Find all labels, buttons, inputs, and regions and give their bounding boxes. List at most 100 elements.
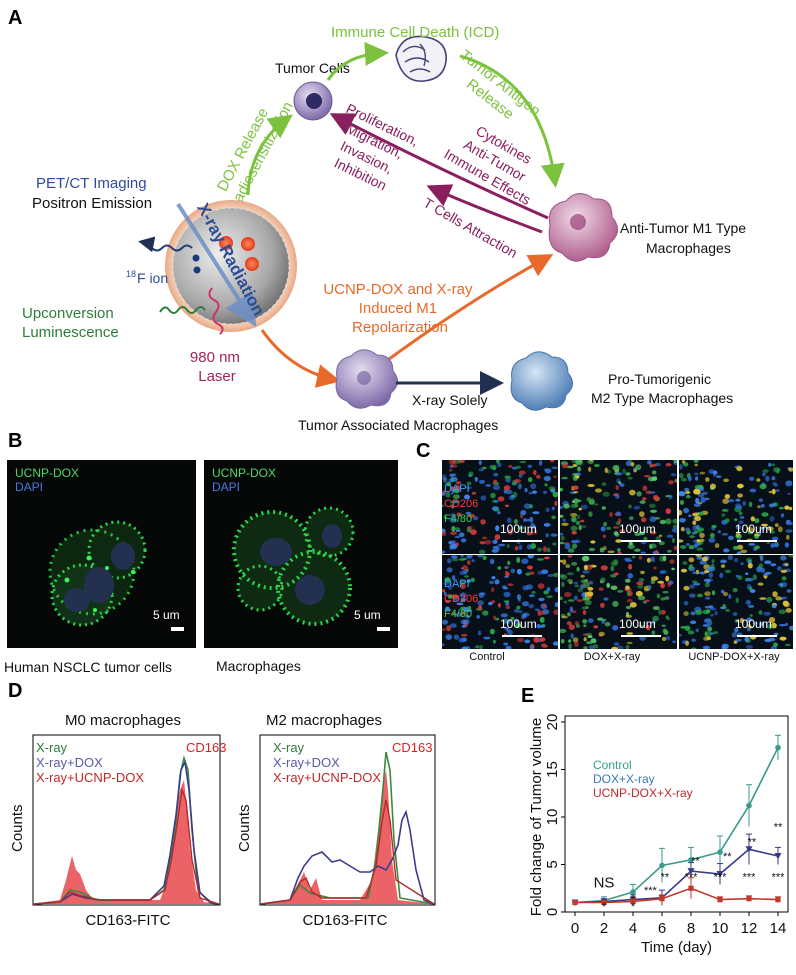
c-stain-label-dapi: DAPI [444,483,470,495]
arrow-icd-to-m1 [459,54,565,188]
significance-mark: * [602,901,607,913]
y-tick-label: 5 [544,860,561,868]
c-tile-cells [442,460,558,554]
c-tile-r1-c3: 100um [679,460,793,554]
x-tick-label: 14 [770,920,787,937]
m2-label: Pro-Tumorigenic M2 Type Macrophages [591,371,733,406]
data-point [775,897,781,903]
b-right-cells [232,506,355,626]
c-stain-label-f480: F4/80 [444,608,473,620]
tam-label: Tumor Associated Macrophages [298,417,498,433]
data-point [688,856,694,863]
legend-entry-0: Control [593,758,632,772]
chart-frame [564,715,789,913]
significance-mark: *** [685,872,699,884]
significance-mark: * [631,901,636,913]
tam-macrophage-icon [335,349,398,409]
d-left-cd163-fill [34,780,219,904]
d-left-ucnp-line [33,787,220,905]
data-point [630,889,636,895]
tumor-antigen-label: Tumor Antigen Release [445,47,547,138]
d-left-dox-line [33,759,220,905]
significance-mark: ** [748,837,757,849]
b-left-cells [48,520,147,627]
d-right-legend-xray: X-ray [273,740,305,755]
x-tick-label: 10 [712,920,729,937]
data-point [572,899,578,906]
c-scale-label: 100um [619,522,656,536]
data-point [745,846,753,853]
c-tile-cells [442,555,558,649]
legend-entry-1: DOX+X-ray [593,772,655,786]
y-tick-label: 0 [544,908,561,916]
y-tick-label: 15 [544,761,561,778]
repolarization-label: UCNP-DOX and X-ray Induced M1 Repolariza… [323,281,476,336]
significance-mark: ** [661,872,670,884]
y-tick-label: 10 [544,809,561,826]
c-scale-label: 100um [735,522,772,536]
c-scale-bar [502,540,542,542]
b-left-legend-dapi: DAPI [15,480,44,494]
series-line-2 [575,887,779,904]
d-title-left: M0 macrophages [65,712,181,729]
f-ion-label: F ion [137,270,168,286]
significance-mark: *** [743,872,757,884]
b-caption-right: Macrophages [216,658,301,674]
panel-d: D M0 macrophages M2 macrophages X-ray X-… [8,680,436,929]
d-right-xlabel: CD163-FITC [302,912,387,929]
b-left-scale-label: 5 um [153,608,180,622]
x-tick-label: 2 [600,920,608,937]
laser-label: 980 nm Laser [190,349,244,385]
c-col-control: Control [469,651,504,663]
c-scale-bar [737,635,777,637]
c-col-dox: DOX+X-ray [584,651,641,663]
x-tick-label: 0 [571,920,579,937]
positron-wave-icon [138,236,193,253]
d-title-right: M2 macrophages [266,712,382,729]
data-point [717,849,723,855]
xray-solely-label: X-ray Solely [412,392,487,408]
significance-mark: ** [691,856,700,868]
panel-b-letter: B [8,430,22,452]
c-scale-label: 100um [500,617,537,631]
d-right-ucnp-line [260,799,435,905]
c-scale-bar [502,635,542,637]
xray-beam-arrow [176,202,257,327]
tumor-cell-icon [293,81,333,121]
b-left-scale-bar [171,627,184,631]
x-tick-label: 12 [741,920,758,937]
c-stain-label-cd206: CD206 [444,498,479,510]
data-point [659,896,665,902]
d-right-marker: CD163 [392,740,432,755]
upconversion-label: Upconversion Luminescence [22,305,119,341]
significance-mark: *** [714,872,728,884]
d-right-cd163-fill [261,770,434,904]
c-stain-label-f480: F4/80 [444,513,473,525]
c-scale-bar [621,635,661,637]
tumor-volume-chart: 0 2 4 6 8 10 12 14 0 5 10 15 20 Time (day) Fold change… [528,714,789,956]
c-tile-r1-c2: 100um [560,460,677,554]
y-axis-label: Fold change of Tumor volume [528,718,545,916]
data-point [746,896,752,902]
b-left-micrograph: UCNP-DOX DAPI 5 um [7,460,196,648]
tumor-cells-label: Tumor Cells [275,60,350,76]
x-tick-label: 4 [629,920,637,937]
c-scale-label: 100um [735,617,772,631]
b-left-legend-ucnp: UCNP-DOX [15,466,80,480]
pet-label: PET/CT Imaging [36,175,147,192]
b-caption-left: Human NSCLC tumor cells [4,659,172,675]
c-tile-r2-c3: 100um [679,555,793,649]
c-scale-bar [621,540,661,542]
m1-label: Anti-Tumor M1 Type Macrophages [620,220,750,256]
b-right-scale-bar [377,627,390,631]
c-tile-cells [560,555,677,649]
c-tile-cells [679,555,793,649]
c-tile-r2-c1: DAPI CD206 F4/80 100um [442,555,558,649]
c-col-ucnp: UCNP-DOX+X-ray [688,651,780,663]
icd-label: Immune Cell Death (ICD) [331,24,499,41]
x-axis-label: Time (day) [641,939,712,956]
f-ion-superscript: 18 [126,269,136,279]
d-left-legend-dox: X-ray+DOX [36,755,103,770]
c-stain-label-dapi: DAPI [444,578,470,590]
